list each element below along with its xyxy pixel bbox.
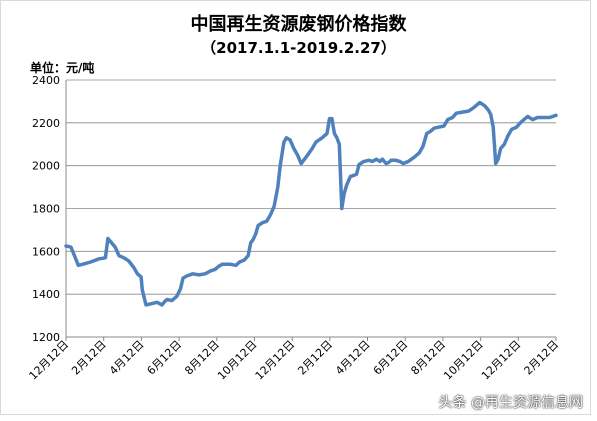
- chart-subtitle: （2017.1.1-2019.2.27）: [201, 39, 396, 57]
- x-tick-label: 4月12日: [107, 338, 147, 378]
- x-tick-label: 6月12日: [371, 338, 411, 378]
- y-tick-label: 2000: [32, 160, 60, 173]
- x-tick-label: 12月12日: [253, 338, 298, 383]
- x-tick-label: 12月12日: [479, 338, 524, 383]
- y-axis-unit-label: 单位：元/吨: [30, 61, 95, 75]
- x-tick-label: 2月12日: [295, 338, 335, 378]
- x-tick-label: 10月12日: [215, 338, 260, 383]
- x-tick-label: 4月12日: [333, 338, 373, 378]
- chart-frame: [0, 0, 591, 415]
- watermark: 头条 @再生资源信息网: [438, 395, 583, 411]
- series-line: [64, 100, 558, 307]
- y-tick-label: 1800: [32, 203, 60, 216]
- chart-title: 中国再生资源废钢价格指数: [190, 14, 407, 35]
- x-tick-label: 6月12日: [145, 338, 185, 378]
- y-tick-label: 1200: [32, 331, 60, 344]
- y-tick-label: 2200: [32, 117, 60, 130]
- x-tick-label: 2月12日: [522, 338, 562, 378]
- y-tick-label: 1400: [32, 288, 60, 301]
- x-tick-label: 12月12日: [27, 338, 72, 383]
- y-tick-label: 1600: [32, 245, 60, 258]
- y-tick-label: 2400: [32, 74, 60, 87]
- x-tick-label: 2月12日: [69, 338, 109, 378]
- x-tick-label: 10月12日: [441, 338, 486, 383]
